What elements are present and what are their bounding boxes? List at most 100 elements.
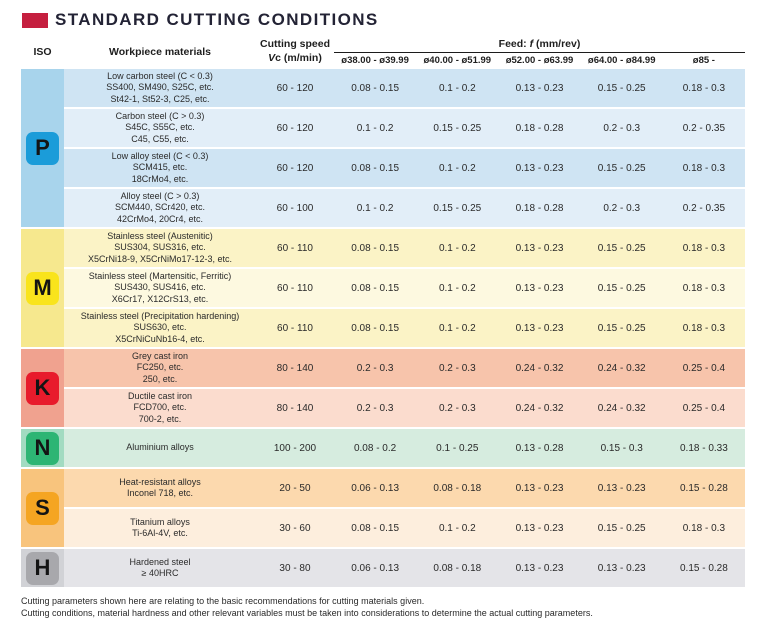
feed-cell: 0.15 - 0.25 [597, 242, 646, 254]
feed-cell: 0.13 - 0.23 [515, 482, 564, 494]
workpiece-material-cell: Aluminium alloys [64, 429, 256, 467]
material-line: Ductile cast iron [127, 390, 193, 401]
feed-cell: 0.2 - 0.3 [438, 402, 476, 414]
feed-cell: 0.1 - 0.2 [438, 322, 476, 334]
feed-cell: 0.08 - 0.15 [351, 282, 399, 294]
title-row: STANDARD CUTTING CONDITIONS [0, 0, 759, 30]
material-line: Inconel 718, etc. [126, 488, 194, 498]
material-line: Stainless steel (Austenitic) [107, 230, 213, 241]
feed-cell: 0.2 - 0.3 [438, 362, 476, 374]
column-header-diameter: ø38.00 - ø39.99 [341, 55, 409, 66]
material-line: Hardened steel [129, 556, 191, 567]
table-row: Low alloy steel (C < 0.3) SCM415, etc. 18C… [64, 149, 745, 189]
table-row: Alloy steel (C > 0.3) SCM440, SCr420, etc… [64, 189, 745, 229]
material-line: Heat-resistant alloys [119, 476, 201, 487]
material-group-H: H Hardened steel ≥ 40HRC 30 - 80 0.06 - 0.13… [21, 549, 745, 589]
material-line: SCM415, etc. [132, 162, 188, 173]
footnote-line: Cutting conditions, material hardness an… [21, 608, 593, 618]
table-row: Aluminium alloys 100 - 200 0.08 - 0.2 0.1 -… [64, 429, 745, 469]
feed-cell: 0.24 - 0.32 [515, 402, 564, 414]
material-line: Grey cast iron [131, 350, 189, 361]
title-marker-icon [22, 12, 48, 28]
feed-cell: 0.06 - 0.13 [351, 482, 399, 494]
group-rows: Grey cast iron FC250, etc. 250, etc. 80 - 1… [64, 349, 745, 429]
material-line: Alloy steel (C > 0.3) [120, 190, 200, 201]
feed-cell: 0.18 - 0.3 [682, 162, 726, 174]
material-line: Stainless steel (Precipitation hardening… [80, 310, 240, 321]
material-line: X5CrNi18-9, X5CrNiMo17-12-3, etc. [87, 253, 233, 264]
table-header: ISO Workpiece materials Cutting speed Vc… [21, 37, 745, 66]
cutting-speed-cell: 80 - 140 [276, 362, 314, 374]
feed-cell: 0.1 - 0.2 [438, 162, 476, 174]
material-line: Aluminium alloys [126, 442, 194, 453]
material-line: C45, C55, etc. [131, 133, 189, 144]
table-row: Grey cast iron FC250, etc. 250, etc. 80 - 1… [64, 349, 745, 389]
material-line: 700-2, etc. [138, 413, 182, 424]
feed-cell: 0.2 - 0.3 [356, 402, 394, 414]
feed-cell: 0.25 - 0.4 [682, 362, 726, 374]
feed-cell: 0.15 - 0.25 [597, 522, 646, 534]
material-line: SUS304, SUS316, etc. [114, 242, 206, 253]
material-line: FC250, etc. [136, 362, 184, 373]
table-row: Titanium alloys Ti-6Al-4V, etc. 30 - 60 0.0… [64, 509, 745, 549]
cutting-conditions-table: ISO Workpiece materials Cutting speed Vc… [21, 37, 745, 589]
group-rows: Low carbon steel (C < 0.3) SS400, SM490, … [64, 69, 745, 229]
cutting-speed-cell: 60 - 120 [276, 82, 314, 94]
feed-cell: 0.24 - 0.32 [597, 362, 646, 374]
table-row: Stainless steel (Austenitic) SUS304, SUS3… [64, 229, 745, 269]
iso-badge-M: M [26, 271, 59, 305]
cutting-speed-cell: 60 - 110 [277, 282, 313, 294]
iso-strip-M: M [21, 229, 64, 349]
table-row: Low carbon steel (C < 0.3) SS400, SM490, … [64, 69, 745, 109]
feed-cell: 0.08 - 0.15 [351, 322, 399, 334]
iso-strip-S: S [21, 469, 64, 549]
feed-cell: 0.08 - 0.15 [351, 162, 399, 174]
feed-cell: 0.24 - 0.32 [597, 402, 646, 414]
feed-cell: 0.08 - 0.2 [353, 442, 397, 454]
workpiece-material-cell: Hardened steel ≥ 40HRC [64, 549, 256, 587]
feed-cell: 0.1 - 0.2 [356, 202, 394, 214]
material-line: Titanium alloys [130, 516, 190, 527]
table-row: Carbon steel (C > 0.3) S45C, S55C, etc. C4… [64, 109, 745, 149]
material-line: 250, etc. [142, 373, 178, 384]
feed-cell: 0.1 - 0.2 [438, 522, 476, 534]
feed-cell: 0.15 - 0.25 [597, 82, 646, 94]
column-header-workpiece: Workpiece materials [109, 45, 211, 58]
feed-cell: 0.2 - 0.3 [356, 362, 394, 374]
group-rows: Hardened steel ≥ 40HRC 30 - 80 0.06 - 0.13 0… [64, 549, 745, 589]
table-row: Stainless steel (Martensitic, Ferritic) S… [64, 269, 745, 309]
material-line: 18CrMo4, etc. [131, 173, 189, 184]
cutting-speed-cell: 100 - 200 [273, 442, 317, 454]
feed-cell: 0.15 - 0.25 [433, 122, 482, 134]
feed-cell: 0.13 - 0.23 [515, 322, 564, 334]
feed-cell: 0.1 - 0.2 [438, 242, 476, 254]
feed-cell: 0.15 - 0.25 [597, 282, 646, 294]
feed-cell: 0.08 - 0.18 [433, 562, 482, 574]
cutting-speed-label: Cutting speed [260, 38, 330, 50]
material-group-K: K Grey cast iron FC250, etc. 250, etc. 80 - … [21, 349, 745, 429]
feed-cell: 0.13 - 0.23 [515, 522, 564, 534]
material-line: SUS630, etc. [133, 322, 187, 333]
column-header-cutting-speed: Cutting speed Vc (m/min) [256, 37, 334, 66]
column-header-diameter: ø64.00 - ø84.99 [587, 55, 656, 66]
cutting-speed-cell: 20 - 50 [279, 482, 311, 494]
feed-cell: 0.08 - 0.15 [351, 82, 399, 94]
workpiece-material-cell: Stainless steel (Precipitation hardening… [64, 309, 256, 347]
material-line: ≥ 40HRC [141, 568, 179, 578]
footnotes: Cutting parameters shown here are relati… [21, 595, 759, 619]
feed-cell: 0.18 - 0.3 [682, 82, 726, 94]
workpiece-material-cell: Titanium alloys Ti-6Al-4V, etc. [64, 509, 256, 547]
feed-cell: 0.15 - 0.28 [679, 562, 728, 574]
iso-badge-K: K [26, 371, 59, 405]
cutting-speed-cell: 60 - 100 [276, 202, 314, 214]
iso-strip-K: K [21, 349, 64, 429]
feed-cell: 0.18 - 0.33 [679, 442, 728, 454]
feed-cell: 0.2 - 0.3 [603, 202, 641, 214]
workpiece-material-cell: Low carbon steel (C < 0.3) SS400, SM490, … [64, 69, 256, 107]
material-line: X6Cr17, X12CrS13, etc. [111, 293, 209, 304]
group-rows: Stainless steel (Austenitic) SUS304, SUS3… [64, 229, 745, 349]
feed-cell: 0.13 - 0.23 [597, 482, 646, 494]
feed-cell: 0.18 - 0.3 [682, 282, 726, 294]
workpiece-material-cell: Grey cast iron FC250, etc. 250, etc. [64, 349, 256, 387]
cutting-speed-cell: 60 - 110 [277, 242, 313, 254]
